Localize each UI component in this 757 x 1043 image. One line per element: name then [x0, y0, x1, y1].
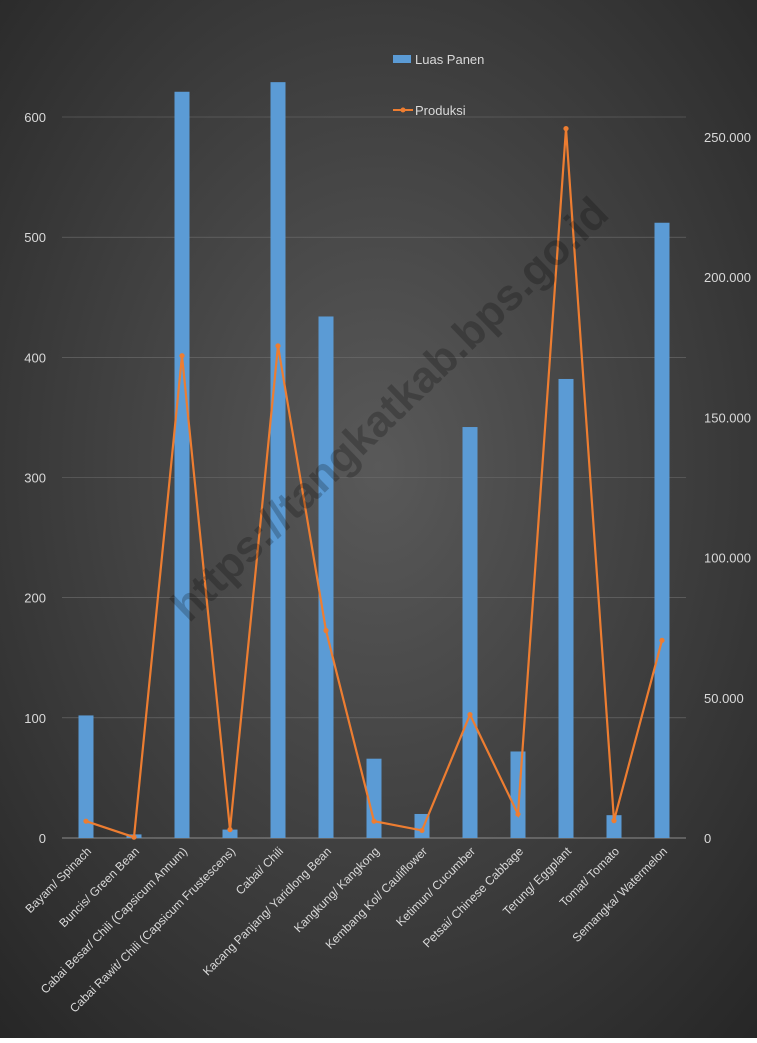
line-point — [131, 834, 137, 840]
legend-line-marker — [400, 107, 406, 113]
right-tick-label: 100.000 — [704, 551, 751, 566]
line-point — [323, 627, 329, 634]
left-tick-label: 0 — [39, 831, 46, 846]
line-point — [179, 353, 185, 359]
line-series-produksi — [83, 125, 665, 840]
line-point — [371, 818, 377, 824]
bar — [270, 82, 286, 838]
gridlines — [62, 116, 686, 839]
right-tick-label: 250.000 — [704, 130, 751, 145]
legend-label-luas-panen: Luas Panen — [415, 52, 484, 67]
right-tick-label: 50.000 — [704, 691, 744, 706]
left-tick-label: 400 — [24, 350, 46, 365]
bar — [174, 91, 190, 838]
bar-series-luas-panen — [78, 82, 670, 838]
bar — [510, 751, 526, 838]
bar — [222, 829, 238, 838]
left-tick-label: 500 — [24, 230, 46, 245]
bar — [366, 758, 382, 838]
line-point — [419, 827, 425, 834]
legend-label-produksi: Produksi — [415, 103, 466, 118]
bar — [654, 222, 670, 838]
left-tick-label: 100 — [24, 711, 46, 726]
right-tick-label: 0 — [704, 831, 711, 846]
legend-bar-swatch — [393, 55, 411, 63]
bar — [606, 815, 622, 838]
line-point — [83, 818, 89, 824]
line-point — [275, 343, 281, 349]
line-point — [563, 125, 569, 132]
bar — [462, 427, 478, 838]
line-point — [515, 811, 521, 817]
line-point — [659, 637, 665, 643]
left-tick-label: 600 — [24, 110, 46, 125]
bar — [558, 378, 574, 838]
left-tick-label: 300 — [24, 471, 46, 486]
line-point — [467, 712, 473, 718]
line-point — [227, 826, 233, 833]
bar — [78, 715, 94, 838]
legend: Luas Panen Produksi — [393, 52, 484, 118]
right-axis: 0 50.000 100.000 150.000 200.000 250.000 — [704, 130, 751, 846]
bar — [318, 316, 334, 838]
left-tick-label: 200 — [24, 591, 46, 606]
line-point — [611, 818, 617, 824]
right-tick-label: 150.000 — [704, 410, 751, 425]
left-axis: 0 100 200 300 400 500 600 — [24, 110, 46, 846]
right-tick-label: 200.000 — [704, 270, 751, 285]
